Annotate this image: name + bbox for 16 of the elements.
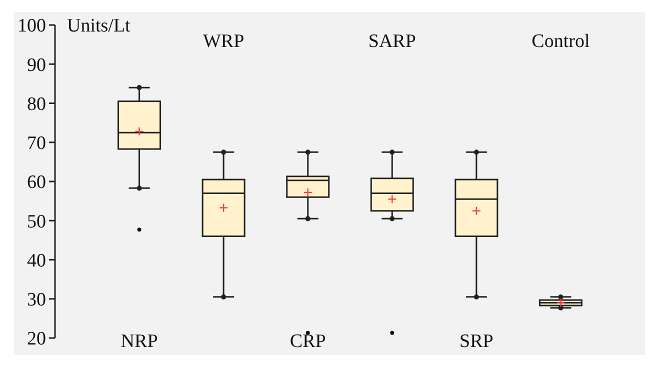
y-tick-label: 30 <box>27 290 46 311</box>
y-tick-label: 80 <box>27 94 46 115</box>
y-tick-label: 50 <box>27 211 46 232</box>
x-tick-label: SRP <box>460 331 494 352</box>
x-tick-label: NRP <box>120 331 158 352</box>
y-tick-label: 100 <box>18 16 46 37</box>
x-tick-label: Control <box>532 31 590 52</box>
x-tick-label: SARP <box>368 31 416 52</box>
y-tick-label: 70 <box>27 133 46 154</box>
y-tick-label: 40 <box>27 250 46 272</box>
y-axis-title: Units/Lt <box>67 16 132 37</box>
y-tick-label: 60 <box>27 172 46 194</box>
y-tick-label: 90 <box>27 54 46 76</box>
x-tick-label: WRP <box>202 31 244 52</box>
y-tick-label: 20 <box>27 328 46 350</box>
x-tick-label: CRP <box>290 331 326 352</box>
